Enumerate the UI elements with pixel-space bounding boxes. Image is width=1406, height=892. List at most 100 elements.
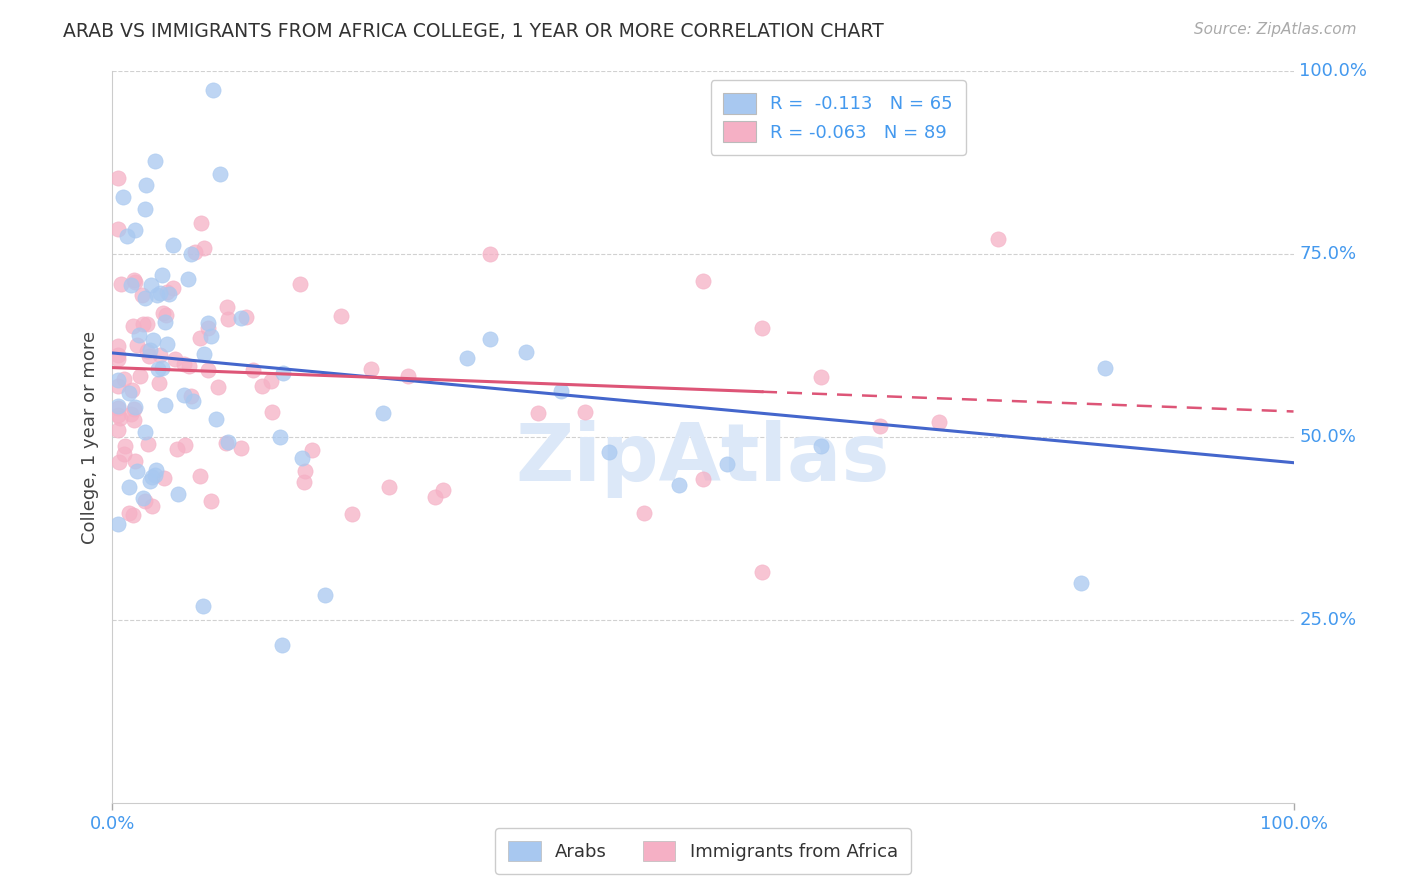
Point [260, 405, 283, 419]
Text: 75.0%: 75.0% [1299, 245, 1357, 263]
Point [166, 442, 188, 457]
Point [188, 469, 211, 483]
Point [121, 383, 143, 397]
Point [107, 171, 129, 186]
Point [156, 336, 179, 351]
Point [180, 389, 202, 403]
Point [200, 329, 222, 343]
Point [107, 399, 129, 413]
Point [124, 275, 146, 289]
Point [134, 425, 156, 439]
Point [340, 507, 363, 521]
Point [131, 288, 153, 302]
Point [432, 483, 454, 497]
Point [118, 506, 141, 520]
Point [112, 372, 135, 386]
Point [122, 273, 145, 287]
Point [122, 508, 145, 522]
Point [242, 363, 264, 377]
Point [810, 370, 832, 384]
Point [716, 458, 738, 472]
Point [217, 311, 239, 326]
Point [987, 232, 1010, 246]
Point [139, 343, 162, 357]
Point [205, 411, 228, 425]
Point [208, 167, 231, 181]
Point [148, 376, 170, 391]
Point [173, 357, 195, 371]
Point [692, 274, 714, 288]
Point [128, 327, 150, 342]
Point [260, 374, 283, 388]
Point [197, 363, 219, 377]
Point [550, 384, 572, 398]
Point [124, 222, 146, 236]
Point [107, 339, 129, 353]
Point [118, 480, 141, 494]
Point [142, 333, 165, 347]
Point [124, 400, 146, 414]
Point [107, 378, 129, 392]
Point [128, 369, 150, 384]
Text: 50.0%: 50.0% [1299, 428, 1357, 446]
Point [135, 317, 157, 331]
Point [291, 451, 314, 466]
Point [173, 438, 195, 452]
Point [145, 463, 167, 477]
Point [197, 321, 219, 335]
Point [163, 351, 186, 366]
Point [207, 380, 229, 394]
Point [360, 362, 382, 376]
Point [377, 480, 399, 494]
Point [314, 588, 336, 602]
Point [107, 455, 129, 469]
Point [928, 415, 950, 429]
Legend: Arabs, Immigrants from Africa: Arabs, Immigrants from Africa [495, 828, 911, 874]
Point [143, 153, 166, 168]
Point [1094, 360, 1116, 375]
Point [668, 478, 690, 492]
Point [692, 472, 714, 486]
Point [173, 388, 195, 402]
Point [197, 316, 219, 330]
Point [598, 445, 620, 459]
Point [134, 291, 156, 305]
Point [215, 436, 238, 450]
Point [107, 348, 129, 362]
Point [115, 229, 138, 244]
Point [138, 349, 160, 363]
Point [107, 517, 129, 532]
Point [131, 318, 153, 332]
Point [127, 338, 149, 352]
Point [810, 439, 832, 453]
Point [150, 360, 173, 375]
Point [125, 464, 148, 478]
Point [201, 83, 224, 97]
Point [271, 366, 294, 380]
Point [177, 359, 200, 374]
Point [141, 278, 163, 293]
Point [149, 285, 172, 300]
Point [193, 347, 215, 361]
Point [751, 565, 773, 579]
Point [146, 288, 169, 302]
Point [153, 471, 176, 485]
Point [371, 407, 394, 421]
Point [114, 439, 136, 453]
Point [456, 351, 478, 365]
Point [479, 247, 502, 261]
Point [479, 332, 502, 346]
Point [134, 494, 156, 508]
Point [250, 379, 273, 393]
Point [134, 202, 156, 216]
Point [183, 244, 205, 259]
Point [136, 344, 159, 359]
Point [162, 281, 184, 295]
Point [114, 447, 136, 461]
Point [751, 320, 773, 334]
Point [155, 308, 177, 322]
Point [141, 470, 163, 484]
Point [217, 434, 239, 449]
Point [107, 408, 129, 422]
Point [162, 237, 184, 252]
